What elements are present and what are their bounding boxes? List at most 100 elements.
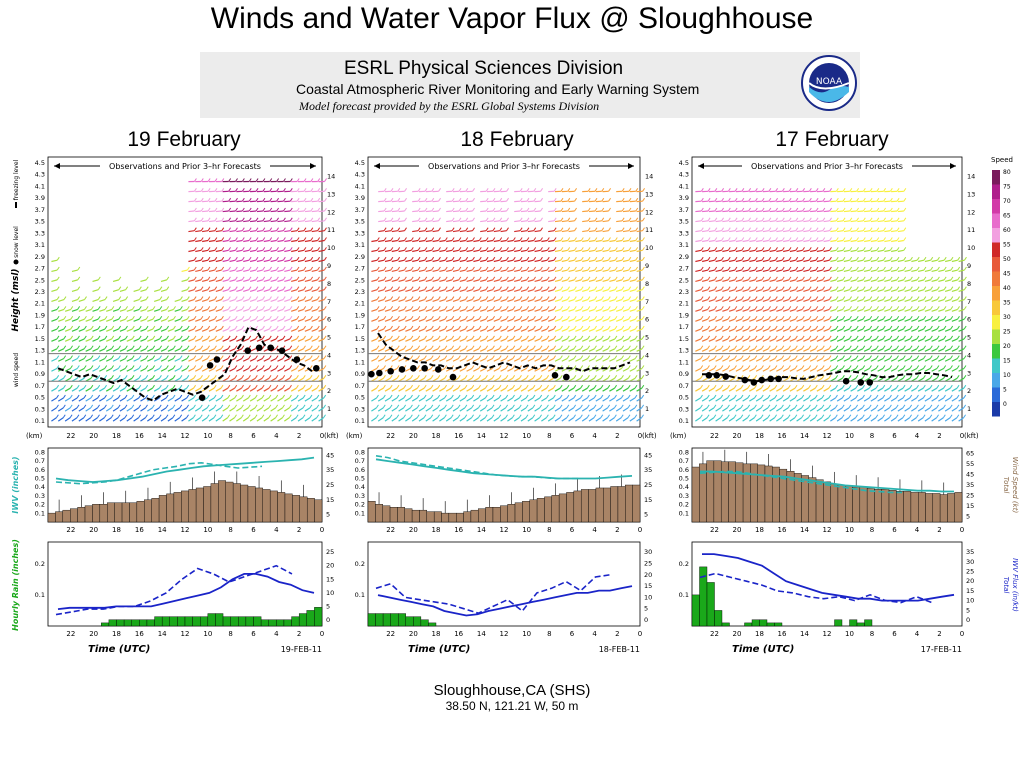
wind-barb-flag bbox=[124, 384, 128, 389]
wind-speed-bar bbox=[426, 511, 435, 523]
wind-barb-mark bbox=[92, 318, 99, 322]
wind-barb-flag bbox=[261, 394, 265, 399]
wind-barb-flag bbox=[383, 217, 387, 222]
wind-barb-flag bbox=[761, 266, 765, 271]
wind-barb-flag bbox=[713, 365, 717, 369]
wind-barb-flag bbox=[580, 355, 584, 359]
wind-barb-flag bbox=[795, 306, 798, 310]
wind-barb-mark bbox=[270, 298, 277, 302]
wind-barb-flag bbox=[424, 286, 428, 290]
wind-barb-mark bbox=[425, 348, 432, 352]
wind-barb-mark bbox=[823, 358, 830, 362]
wind-barb-mark bbox=[391, 289, 398, 292]
wind-barb-flag bbox=[316, 414, 320, 419]
wind-barb-mark bbox=[201, 348, 208, 352]
wind-barb-flag bbox=[227, 315, 231, 320]
wind-barb-flag bbox=[607, 296, 611, 300]
height-km-tick-label: 1.1 bbox=[35, 358, 45, 366]
wind-barb-flag bbox=[194, 178, 197, 182]
wind-barb-flag bbox=[499, 247, 503, 251]
wind-barb-mark bbox=[816, 210, 823, 213]
wind-barb-flag bbox=[90, 384, 94, 389]
hourly-rain-bar bbox=[184, 616, 193, 627]
wind-barb-flag bbox=[560, 207, 564, 212]
wind-barb-flag bbox=[383, 227, 387, 231]
wind-barb-mark bbox=[616, 308, 623, 312]
wind-barb-mark bbox=[51, 318, 58, 322]
wind-barb-flag bbox=[761, 306, 765, 310]
wind-barb-flag bbox=[754, 256, 758, 261]
wind-barb-mark bbox=[615, 417, 622, 422]
wind-barb-mark bbox=[229, 210, 236, 213]
wind-barb-mark bbox=[71, 328, 78, 332]
wind-barb-mark bbox=[418, 358, 425, 362]
wind-barb-flag bbox=[234, 276, 238, 281]
wind-barb-mark bbox=[188, 338, 195, 342]
wind-barb-mark bbox=[830, 210, 837, 213]
wind-barb-flag bbox=[815, 276, 819, 281]
snow-level-label: snow level bbox=[13, 226, 20, 258]
wind-barb-flag bbox=[700, 306, 704, 310]
wind-barb-mark bbox=[629, 387, 636, 392]
wind-barb-mark bbox=[514, 230, 521, 233]
wind-barb-flag bbox=[781, 296, 785, 300]
wind-barb-flag bbox=[458, 188, 462, 192]
time-tick-label: 18 bbox=[432, 526, 441, 534]
wind-barb-mark bbox=[297, 298, 304, 302]
wind-barb-mark bbox=[850, 397, 857, 402]
wind-barb-mark bbox=[371, 407, 377, 412]
wind-barb-mark bbox=[493, 387, 500, 392]
wind-barb-flag bbox=[594, 266, 598, 271]
wind-barb-flag bbox=[822, 237, 826, 241]
panel-title-17feb: 17 February bbox=[775, 128, 889, 151]
wind-barb-mark bbox=[432, 210, 439, 213]
wind-barb-mark bbox=[263, 387, 270, 392]
wind-barb-flag bbox=[117, 365, 121, 369]
wind-barb-flag bbox=[767, 384, 771, 389]
wind-barb-mark bbox=[377, 397, 384, 402]
wind-barb-flag bbox=[444, 365, 448, 369]
wind-barb-mark bbox=[636, 279, 643, 283]
wind-barb-flag bbox=[707, 197, 711, 202]
wind-barb-mark bbox=[208, 338, 215, 342]
wind-barb-mark bbox=[782, 328, 789, 332]
wind-barb-flag bbox=[808, 217, 812, 222]
wind-barb-flag bbox=[862, 345, 866, 350]
wind-barb-flag bbox=[309, 394, 313, 399]
wind-barb-flag bbox=[200, 306, 204, 310]
wind-barb-flag bbox=[77, 345, 80, 350]
wind-barb-mark bbox=[547, 338, 554, 342]
wind-barb-flag bbox=[835, 335, 839, 340]
wind-barb-flag bbox=[241, 227, 245, 231]
wind-barb-mark bbox=[195, 308, 202, 312]
wind-barb-flag bbox=[83, 355, 87, 359]
wind-barb-flag bbox=[842, 276, 846, 281]
wind-barb-flag bbox=[635, 266, 639, 271]
wind-barb-mark bbox=[561, 417, 568, 422]
wind-barb-flag bbox=[166, 296, 170, 300]
wind-barb-flag bbox=[269, 178, 273, 182]
wind-barb-mark bbox=[398, 397, 405, 402]
wind-barb-flag bbox=[200, 247, 204, 251]
wind-barb-mark bbox=[513, 358, 520, 362]
wind-barb-flag bbox=[424, 335, 427, 340]
wind-barb-flag bbox=[499, 188, 503, 192]
wind-barb-flag bbox=[512, 296, 516, 300]
wind-barb-flag bbox=[172, 335, 176, 340]
wind-barb-mark bbox=[823, 210, 830, 213]
wind-barb-mark bbox=[377, 328, 384, 332]
wind-barb-flag bbox=[594, 315, 598, 320]
wind-barb-flag bbox=[794, 404, 798, 409]
wind-barb-mark bbox=[527, 348, 534, 352]
wind-barb-flag bbox=[533, 296, 536, 300]
wind-barb-mark bbox=[561, 358, 568, 362]
wind-barb-mark bbox=[384, 417, 391, 422]
wind-barb-mark bbox=[810, 210, 817, 213]
wind-barb-mark bbox=[398, 239, 405, 243]
wind-barb-flag bbox=[761, 227, 765, 231]
wind-barb-mark bbox=[297, 289, 304, 292]
wind-barb-mark bbox=[863, 407, 870, 412]
wind-barb-mark bbox=[167, 417, 174, 422]
wind-barb-mark bbox=[201, 308, 208, 312]
wind-barb-flag bbox=[635, 276, 639, 281]
